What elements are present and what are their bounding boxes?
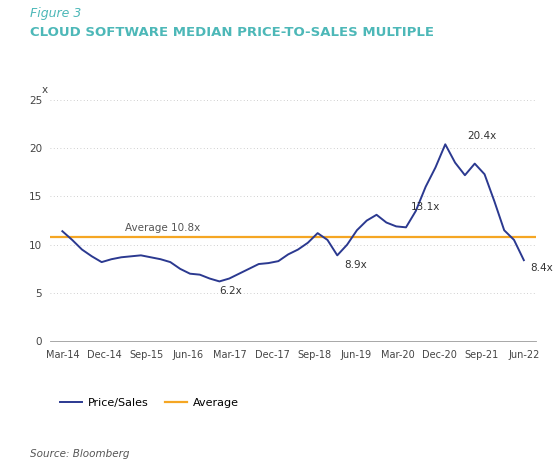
Text: x: x	[41, 85, 48, 95]
Text: Average 10.8x: Average 10.8x	[126, 223, 201, 233]
Text: 8.9x: 8.9x	[345, 260, 367, 270]
Text: 8.4x: 8.4x	[530, 263, 553, 273]
Text: CLOUD SOFTWARE MEDIAN PRICE-TO-SALES MULTIPLE: CLOUD SOFTWARE MEDIAN PRICE-TO-SALES MUL…	[30, 26, 435, 39]
Text: 20.4x: 20.4x	[467, 131, 497, 141]
Text: 6.2x: 6.2x	[219, 286, 242, 296]
Text: 13.1x: 13.1x	[410, 202, 440, 212]
Text: Figure 3: Figure 3	[30, 7, 82, 20]
Text: Source: Bloomberg: Source: Bloomberg	[30, 449, 130, 459]
Legend: Price/Sales, Average: Price/Sales, Average	[55, 394, 243, 413]
